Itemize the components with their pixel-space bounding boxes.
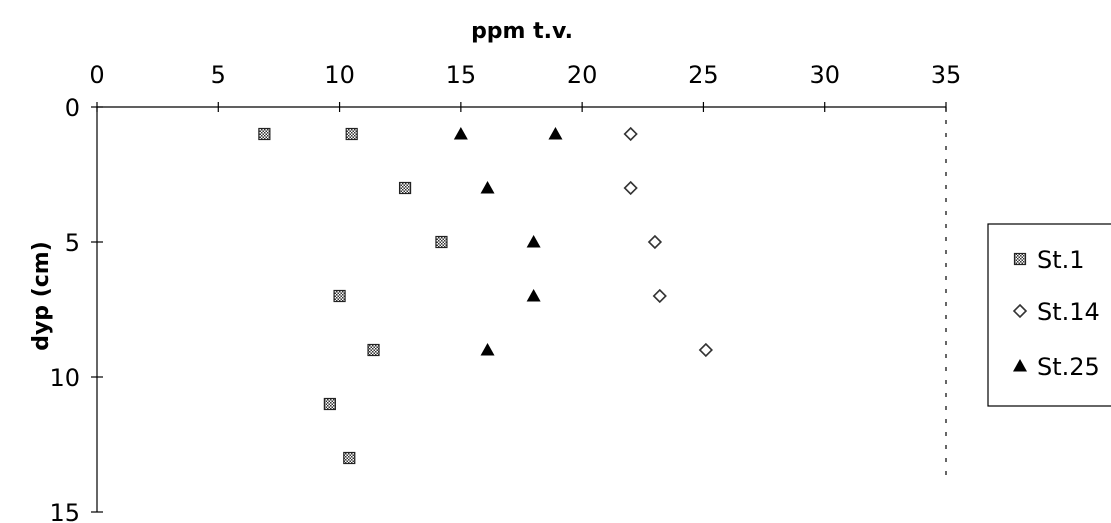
point-st-25 — [526, 289, 541, 302]
data-points — [258, 126, 713, 465]
y-tick-label: 10 — [49, 364, 80, 392]
point-st-25 — [548, 127, 563, 140]
point-st-25 — [526, 235, 541, 248]
point-st-14 — [647, 234, 663, 250]
point-st-14 — [652, 288, 667, 304]
legend-marker-st-1 — [1013, 252, 1027, 266]
legend-label-st-14: St.14 — [1037, 298, 1100, 326]
x-tick-label: 30 — [809, 61, 840, 89]
x-axis-title: ppm t.v. — [471, 19, 573, 44]
x-tick-label: 0 — [89, 61, 104, 89]
point-st-14 — [623, 180, 638, 196]
legend-box — [987, 223, 1111, 407]
y-axis-title: dyp (cm) — [29, 241, 54, 351]
point-st-25 — [453, 127, 468, 140]
x-tick-label: 15 — [446, 61, 477, 89]
legend-marker-st-14 — [1012, 303, 1028, 319]
point-st-1 — [343, 451, 356, 465]
point-st-25 — [480, 181, 495, 194]
point-st-1 — [435, 235, 448, 249]
y-tick-label: 0 — [65, 94, 80, 122]
x-tick-label: 10 — [324, 61, 355, 89]
x-tick-label: 25 — [688, 61, 719, 89]
point-st-1 — [398, 181, 412, 195]
point-st-1 — [323, 397, 336, 411]
point-st-14 — [623, 126, 638, 142]
y-tick-label: 5 — [65, 229, 80, 257]
axes: 0 5 10 15 20 25 30 35 0 5 10 15 — [49, 61, 961, 523]
point-st-1 — [367, 343, 380, 357]
legend-marker-st-25 — [1013, 359, 1027, 372]
y-tick-label: 15 — [49, 499, 80, 523]
x-tick-label: 20 — [567, 61, 598, 89]
x-tick-label: 5 — [211, 61, 226, 89]
x-tick-label: 35 — [931, 61, 962, 89]
point-st-14 — [698, 342, 713, 358]
legend-label-st-1: St.1 — [1037, 246, 1085, 274]
point-st-25 — [480, 343, 495, 356]
point-st-1 — [345, 127, 358, 141]
legend-label-st-25: St.25 — [1037, 353, 1100, 381]
point-st-1 — [258, 127, 271, 141]
point-st-1 — [333, 289, 346, 303]
legend: St.1 St.14 St.25 — [987, 223, 1111, 407]
